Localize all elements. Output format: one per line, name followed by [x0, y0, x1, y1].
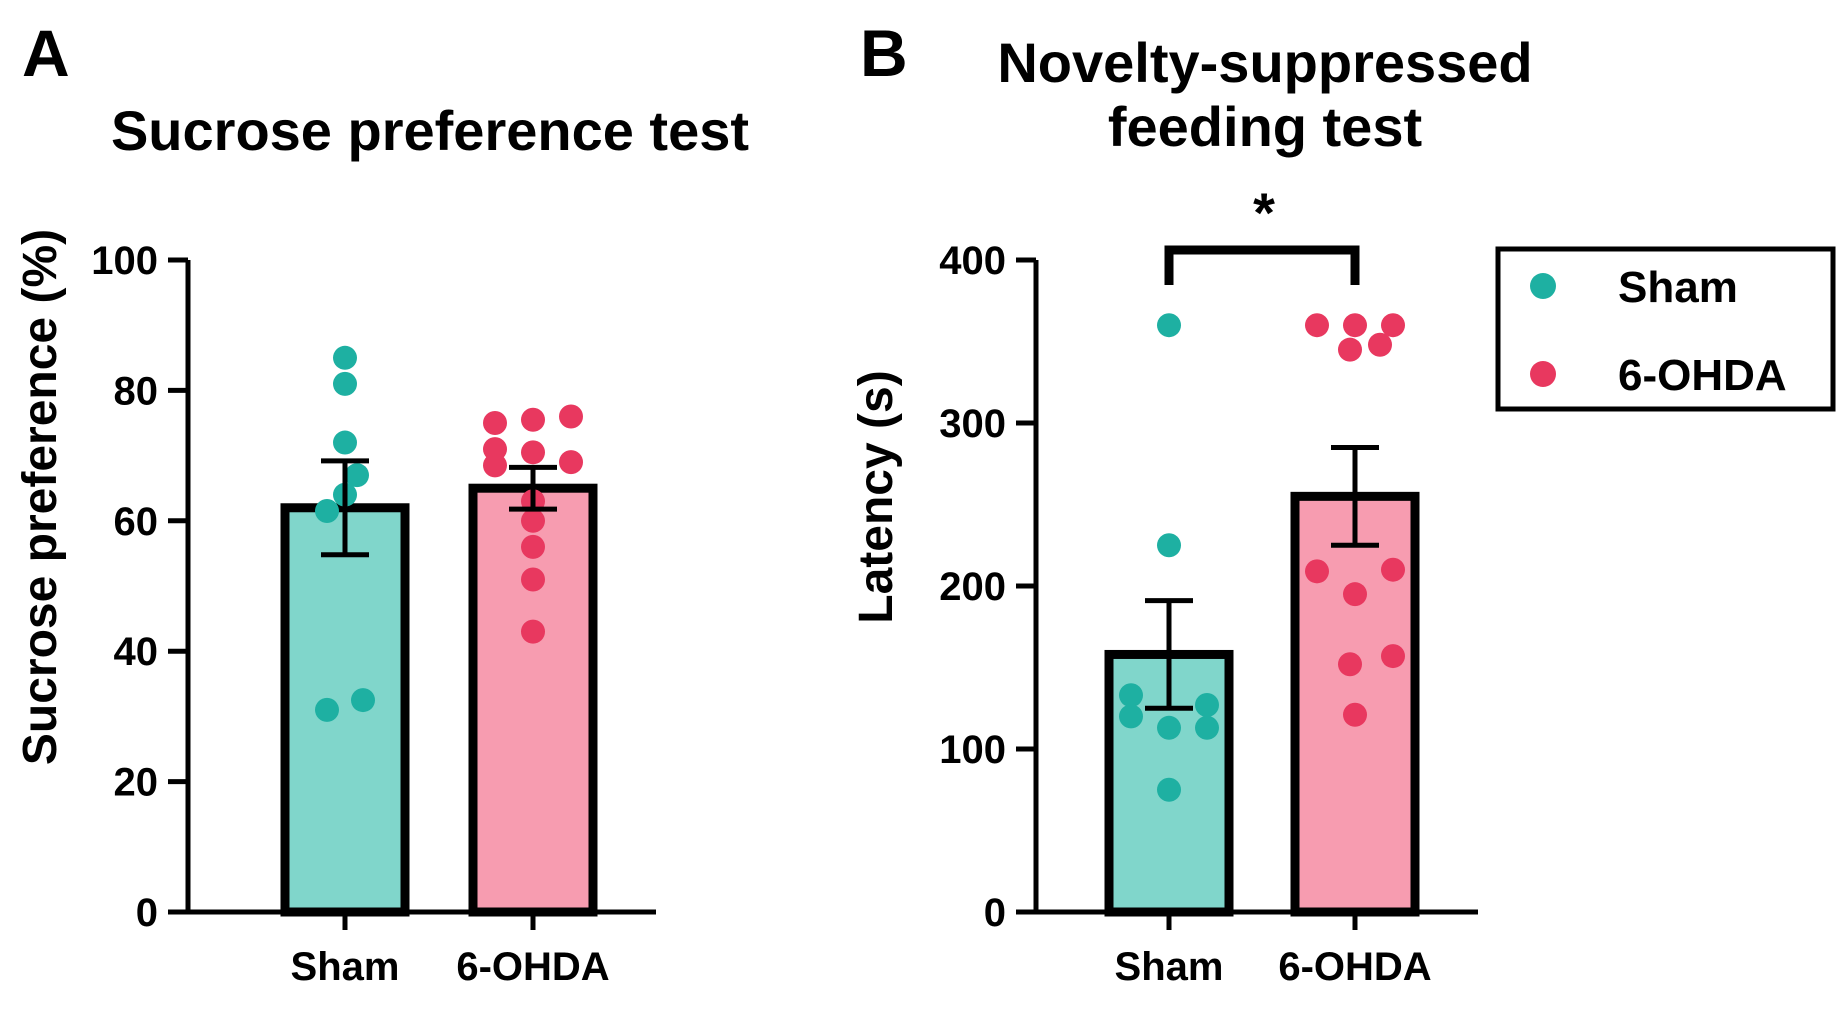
- y-tick-label: 80: [114, 369, 159, 413]
- panel-letter-a: A: [22, 16, 70, 90]
- data-point-sham: [1195, 715, 1219, 740]
- legend-marker-6-ohda: [1530, 361, 1556, 387]
- data-point-sham: [1157, 715, 1181, 740]
- data-point-sham: [345, 463, 369, 488]
- panel-letter-b: B: [860, 16, 908, 90]
- y-tick-label: 40: [114, 630, 159, 674]
- data-point-sham: [1119, 683, 1143, 708]
- data-point-6-ohda: [521, 508, 545, 533]
- y-axis-label-a: Sucrose preference (%): [14, 229, 67, 765]
- y-axis-label-b: Latency (s): [850, 370, 903, 623]
- data-point-6-ohda: [1343, 313, 1367, 338]
- chart-novelty-suppressed-feeding: Novelty-suppressed feeding test Latency …: [850, 31, 1533, 989]
- legend-box: [1495, 246, 1836, 412]
- legend: Sham 6-OHDA: [1495, 246, 1836, 412]
- x-tick-label: 6-OHDA: [456, 945, 609, 989]
- y-tick-label: 0: [136, 891, 158, 935]
- data-point-sham: [333, 430, 357, 455]
- data-point-6-ohda: [521, 619, 545, 644]
- y-tick-label: 300: [939, 402, 1006, 446]
- data-point-6-ohda: [559, 404, 583, 429]
- y-tick-label: 400: [939, 239, 1006, 283]
- data-point-6-ohda: [521, 567, 545, 592]
- data-point-sham: [1157, 777, 1181, 802]
- data-point-6-ohda: [521, 407, 545, 432]
- y-tick-label: 100: [91, 239, 158, 283]
- data-point-6-ohda: [1338, 337, 1362, 362]
- legend-label-6-ohda: 6-OHDA: [1618, 351, 1787, 400]
- significance-bracket: [1164, 245, 1360, 285]
- data-point-sham: [1119, 704, 1143, 729]
- data-point-6-ohda: [1381, 644, 1405, 669]
- x-tick-label: Sham: [1115, 945, 1224, 989]
- data-point-6-ohda: [521, 534, 545, 559]
- data-point-6-ohda: [1338, 652, 1362, 677]
- legend-marker-sham: [1530, 273, 1556, 299]
- data-point-sham: [351, 688, 375, 713]
- y-tick-label: 0: [984, 891, 1006, 935]
- data-point-6-ohda: [1368, 332, 1392, 357]
- data-point-6-ohda: [559, 450, 583, 475]
- y-tick-label: 200: [939, 565, 1006, 609]
- legend-label-sham: Sham: [1618, 263, 1738, 312]
- chart-sucrose-preference: Sucrose preference test Sucrose preferen…: [14, 99, 749, 989]
- data-point-6-ohda: [483, 411, 507, 435]
- data-point-sham: [315, 697, 339, 722]
- bar-sham: [280, 503, 410, 917]
- x-tick-label: Sham: [291, 945, 400, 989]
- data-point-6-ohda: [1381, 313, 1405, 338]
- data-point-sham: [1157, 313, 1181, 338]
- data-point-sham: [315, 499, 339, 524]
- chart-title-a: Sucrose preference test: [111, 99, 749, 162]
- data-point-6-ohda: [1343, 582, 1367, 607]
- data-point-6-ohda: [483, 453, 507, 478]
- marks-b: 0 100 200 300 400 Sham 6-OHDA: [939, 239, 1478, 989]
- x-tick-label: 6-OHDA: [1278, 945, 1431, 989]
- marks-a: 0 20 40 60 80 100 Sham 6-OHDA: [91, 239, 656, 989]
- data-point-6-ohda: [1305, 559, 1329, 584]
- chart-title-b-line2: feeding test: [1108, 95, 1422, 158]
- significance-star: *: [1253, 181, 1275, 244]
- y-tick-label: 20: [114, 761, 159, 805]
- data-point-6-ohda: [521, 440, 545, 465]
- data-point-sham: [333, 371, 357, 396]
- chart-title-b-line1: Novelty-suppressed: [997, 31, 1532, 94]
- y-tick-label: 60: [114, 500, 159, 544]
- data-point-6-ohda: [1343, 702, 1367, 727]
- data-point-sham: [333, 345, 357, 370]
- data-point-sham: [1157, 533, 1181, 558]
- y-tick-label: 100: [939, 728, 1006, 772]
- data-point-sham: [1195, 692, 1219, 717]
- data-point-6-ohda: [1305, 313, 1329, 338]
- data-point-6-ohda: [1381, 557, 1405, 582]
